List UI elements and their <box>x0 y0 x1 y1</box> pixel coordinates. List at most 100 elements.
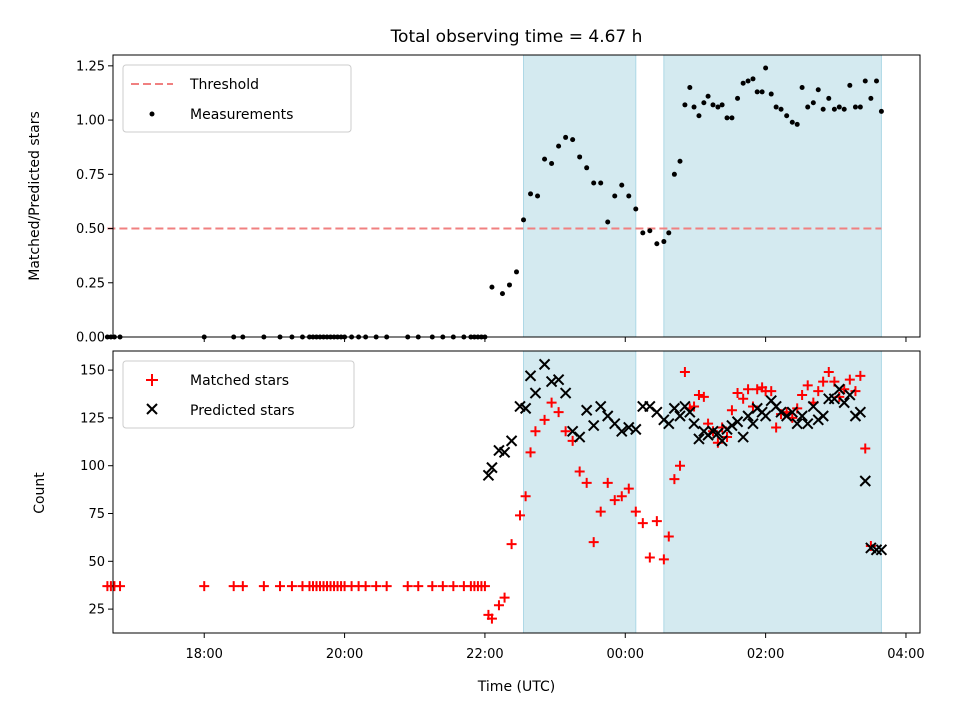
matched-star-point <box>865 541 876 552</box>
predicted-star-point <box>529 387 542 399</box>
matched-star-point <box>855 370 866 381</box>
matched-star-point <box>663 531 674 542</box>
y-tick-label: 50 <box>88 555 105 570</box>
y-tick-label: 1.00 <box>76 114 105 129</box>
predicted-star-point <box>486 461 498 474</box>
predicted-star-point <box>668 402 681 415</box>
matched-star-point <box>818 376 829 387</box>
matched-star-point <box>844 374 855 385</box>
matched-star-point <box>546 397 557 408</box>
predicted-star-point <box>684 406 696 418</box>
predicted-star-point <box>742 410 754 422</box>
predicted-star-point <box>630 423 642 436</box>
matched-star-point <box>726 405 737 416</box>
legend-predicted-label: Predicted stars <box>190 403 295 419</box>
x-axis-label: Time (UTC) <box>477 679 555 695</box>
bottom-x-ticks: 18:00 20:00 22:00 00:00 02:00 04:00 <box>185 633 925 662</box>
measurement-point <box>654 241 660 247</box>
matched-star-point <box>448 581 459 592</box>
measurement-point <box>862 78 868 84</box>
measurement-point <box>626 193 632 199</box>
matched-star-point <box>839 384 850 395</box>
predicted-star-point <box>775 406 787 418</box>
matched-star-point <box>360 581 371 592</box>
legend-predicted-swatch <box>146 403 158 415</box>
measurement-point <box>577 154 583 160</box>
matched-star-point <box>616 491 627 502</box>
x-tick-label: 04:00 <box>887 647 924 662</box>
measurement-point <box>677 158 683 164</box>
matched-star-point <box>813 386 824 397</box>
legend-measurements-label: Measurements <box>190 107 293 123</box>
measurement-points <box>104 65 884 340</box>
matched-star-point <box>602 477 613 488</box>
measurement-point <box>584 165 590 171</box>
predicted-star-point <box>712 427 724 439</box>
matched-star-point <box>506 539 517 550</box>
matched-star-point <box>479 581 490 592</box>
measurement-point <box>773 104 779 110</box>
y-tick-label: 75 <box>88 507 105 522</box>
measurement-point <box>687 85 693 91</box>
predicted-star-point <box>545 375 558 388</box>
legend-matched-swatch <box>146 374 158 386</box>
matched-star-point <box>486 613 497 624</box>
measurement-point <box>591 180 597 186</box>
measurement-point <box>542 156 548 162</box>
matched-star-point <box>493 600 504 611</box>
predicted-star-point <box>726 419 738 432</box>
measurement-point <box>691 104 697 110</box>
measurement-point <box>647 228 653 234</box>
top-y-ticks: 0.00 0.25 0.50 0.75 1.00 1.25 <box>76 59 113 346</box>
measurement-point <box>815 87 821 93</box>
matched-star-point <box>630 506 641 517</box>
matched-star-point <box>802 380 813 391</box>
matched-star-point <box>560 426 571 437</box>
measurement-point <box>705 93 711 99</box>
predicted-star-point <box>807 400 820 413</box>
measurement-point <box>696 113 702 119</box>
measurement-point <box>820 106 826 112</box>
measurement-point <box>701 100 707 106</box>
bottom-legend: Matched stars Predicted stars <box>122 360 355 429</box>
matched-star-point <box>743 384 754 395</box>
matched-star-point <box>698 391 709 402</box>
matched-star-point <box>530 426 541 437</box>
predicted-star-point <box>559 387 572 399</box>
measurement-point <box>754 89 760 95</box>
predicted-star-markers <box>482 358 888 556</box>
matched-star-point <box>738 393 749 404</box>
measurement-point <box>729 115 735 121</box>
observing-interval-2 <box>663 54 882 338</box>
predicted-star-point <box>663 417 675 430</box>
measurement-point <box>570 137 576 143</box>
matched-star-point <box>427 581 438 592</box>
matched-star-point <box>623 483 634 494</box>
observing-intervals-bottom <box>523 350 882 634</box>
x-tick-label: 02:00 <box>747 647 784 662</box>
measurement-point <box>778 106 784 112</box>
matched-star-point <box>771 422 782 433</box>
measurement-point <box>745 78 751 84</box>
predicted-star-point <box>595 400 607 413</box>
predicted-star-point <box>854 406 867 418</box>
measurement-point <box>740 80 746 86</box>
x-tick-label: 18:00 <box>185 647 222 662</box>
matched-star-point <box>275 581 286 592</box>
measurement-point <box>810 100 816 106</box>
matched-star-point <box>752 384 763 395</box>
matched-star-point <box>693 389 704 400</box>
predicted-star-point <box>623 421 635 434</box>
y-tick-label: 0.75 <box>76 168 105 183</box>
predicted-star-point <box>791 417 803 430</box>
matched-star-point <box>286 581 297 592</box>
predicted-star-point <box>538 358 551 371</box>
measurement-point <box>878 108 884 114</box>
matched-star-point <box>609 495 620 506</box>
measurement-point <box>710 102 716 108</box>
measurement-point <box>715 104 721 110</box>
predicted-star-point <box>759 410 772 422</box>
measurement-point <box>666 230 672 236</box>
measurement-point <box>847 82 853 88</box>
measurement-point <box>489 284 495 290</box>
